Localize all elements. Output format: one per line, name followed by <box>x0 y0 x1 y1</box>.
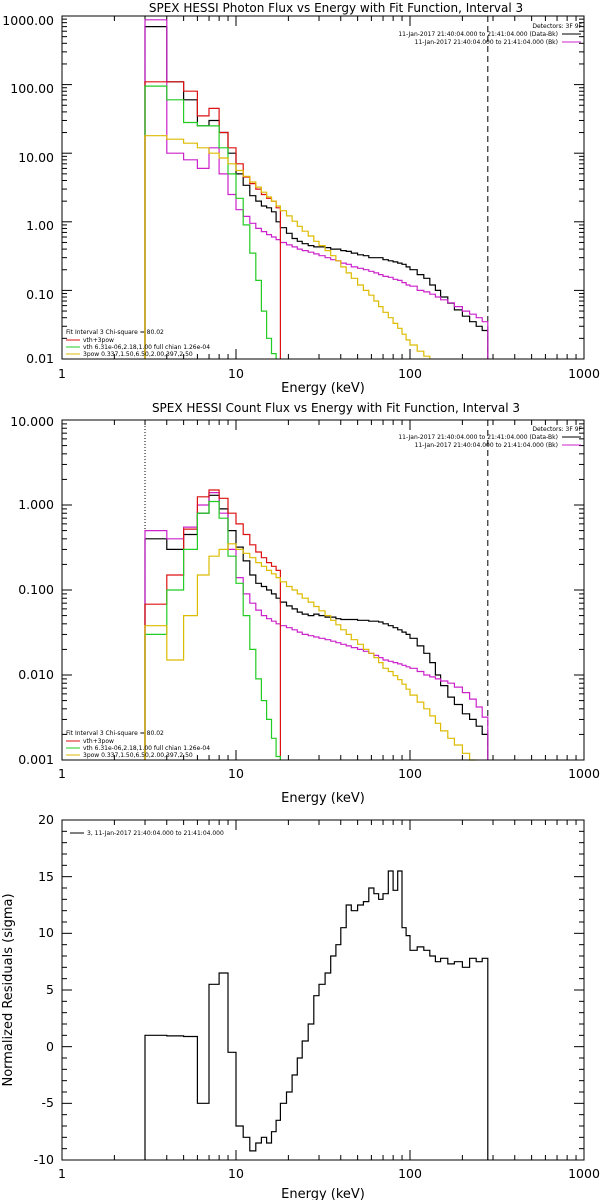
count-legend-data-bk: 11-Jan-2017 21:40:04.000 to 21:41:04.000… <box>398 434 558 441</box>
photon-axis-ticks <box>61 16 584 360</box>
count-legend-detectors: Detectors: 3F 9F <box>532 426 582 433</box>
residuals-ytick-label: -10 <box>34 1152 54 1167</box>
count-ytick-label: 0.100 <box>18 582 54 597</box>
photon-fit-vth: vth 6.31e-06,2.18,1.00 full chian 1.26e-… <box>83 344 210 351</box>
photon-series-data_bk <box>144 26 489 359</box>
count-series-total_model <box>144 489 281 760</box>
photon-ytick-label: 0.01 <box>26 351 54 366</box>
residuals-ytick-label: 5 <box>46 982 54 997</box>
photon-series-total_model <box>144 81 281 359</box>
count-series-group <box>144 489 489 761</box>
residuals-xtick-label: 1 <box>58 1166 66 1181</box>
residuals-ytick-label: 0 <box>46 1039 54 1054</box>
count-axis-ticks <box>61 420 584 761</box>
photon-series-group <box>144 19 489 359</box>
residuals-y-axis-label: Normalized Residuals (sigma) <box>1 893 16 1086</box>
count-fit-bpow: 3pow 0.337,1.50,6.50,2.00,397,2.50 <box>83 752 193 759</box>
photon-xtick-label: 1000 <box>568 366 600 381</box>
count-ytick-label: 0.010 <box>18 667 54 682</box>
count-series-data_bk <box>144 494 489 760</box>
count-fit-chisq: Fit Interval 3 Chi-square = 80.02 <box>66 730 164 737</box>
photon-legend-detectors: Detectors: 3F 9F <box>532 23 582 30</box>
count-xtick-label: 1 <box>58 766 66 781</box>
count-ytick-label: 0.001 <box>18 752 54 767</box>
residuals-ytick-label: 10 <box>38 925 54 940</box>
photon-reference-lines <box>144 16 489 359</box>
count-fit-model: vth+3pow <box>83 738 114 745</box>
count-series-bk <box>144 492 489 760</box>
residuals-ytick-label: -5 <box>42 1095 54 1110</box>
count-ytick-label: 10.000 <box>10 414 54 429</box>
photon-series-bk <box>144 19 489 359</box>
photon-xtick-label: 1 <box>58 366 66 381</box>
photon-ytick-label: 1000.00 <box>2 13 54 28</box>
photon-ytick-label: 10.00 <box>18 150 54 165</box>
count-x-axis-label: Energy (keV) <box>281 791 365 806</box>
count-fit-vth: vth 6.31e-06,2.18,1.00 full chian 1.26e-… <box>83 745 210 752</box>
count-xtick-label: 100 <box>398 766 422 781</box>
photon-ytick-label: 100.00 <box>10 81 54 96</box>
count-plot-frame <box>61 419 585 761</box>
photon-fit-chisq: Fit Interval 3 Chi-square = 80.02 <box>66 329 164 336</box>
residuals-series-group <box>144 870 489 1160</box>
residuals-xtick-label: 10 <box>228 1166 244 1181</box>
photon-plot-frame <box>61 15 585 360</box>
photon-xtick-label: 10 <box>228 366 244 381</box>
count-chart-title: SPEX HESSI Count Flux vs Energy with Fit… <box>152 401 520 415</box>
photon-fit-model: vth+3pow <box>83 337 114 344</box>
residuals-plot-frame <box>61 819 585 1161</box>
photon-xtick-label: 100 <box>398 366 422 381</box>
count-reference-lines <box>144 420 489 760</box>
residuals-legend-text: 3, 11-Jan-2017 21:40:04.000 to 21:41:04.… <box>87 830 224 837</box>
photon-x-axis-label: Energy (keV) <box>281 381 365 396</box>
photon-legend-data-bk: 11-Jan-2017 21:40:04.000 to 21:41:04.000… <box>398 31 558 38</box>
residuals-xtick-label: 100 <box>398 1166 422 1181</box>
count-ytick-label: 1.000 <box>18 497 54 512</box>
residuals-legend: 3, 11-Jan-2017 21:40:04.000 to 21:41:04.… <box>70 830 224 837</box>
residuals-series-data_bk <box>144 870 489 1160</box>
count-legend-fit: Fit Interval 3 Chi-square = 80.02 vth+3p… <box>66 730 210 759</box>
count-flux-chart: SPEX HESSI Count Flux vs Energy with Fit… <box>10 401 600 806</box>
residuals-chart: 1 10 100 1000 -10 -5 0 5 10 15 20 Energy… <box>1 812 600 1200</box>
residuals-x-axis-label: Energy (keV) <box>281 1187 365 1200</box>
residuals-axis-ticks <box>61 819 584 1161</box>
count-legend-bk: 11-Jan-2017 21:40:04.000 to 21:41:04.000… <box>415 442 558 449</box>
count-series-vth_component <box>144 500 281 760</box>
count-xtick-label: 10 <box>228 766 244 781</box>
photon-legend-bk: 11-Jan-2017 21:40:04.000 to 21:41:04.000… <box>415 39 558 46</box>
photon-legend-top: Detectors: 3F 9F 11-Jan-2017 21:40:04.00… <box>398 23 582 46</box>
photon-legend-fit: Fit Interval 3 Chi-square = 80.02 vth+3p… <box>66 329 210 358</box>
residuals-xtick-label: 1000 <box>568 1166 600 1181</box>
photon-series-bpow_component <box>144 135 431 359</box>
photon-flux-chart: SPEX HESSI Photon Flux vs Energy with Fi… <box>2 1 600 396</box>
residuals-ytick-label: 20 <box>38 812 54 827</box>
count-series-bpow_component <box>144 543 477 761</box>
photon-series-vth_component <box>144 85 277 359</box>
photon-ytick-label: 1.00 <box>26 218 54 233</box>
photon-fit-bpow: 3pow 0.337,1.50,6.50,2.00,397,2.50 <box>83 351 193 358</box>
count-xtick-label: 1000 <box>568 766 600 781</box>
count-legend-top: Detectors: 3F 9F 11-Jan-2017 21:40:04.00… <box>398 426 582 449</box>
photon-ytick-label: 0.10 <box>26 287 54 302</box>
residuals-ytick-label: 15 <box>38 869 54 884</box>
photon-chart-title: SPEX HESSI Photon Flux vs Energy with Fi… <box>149 1 523 15</box>
